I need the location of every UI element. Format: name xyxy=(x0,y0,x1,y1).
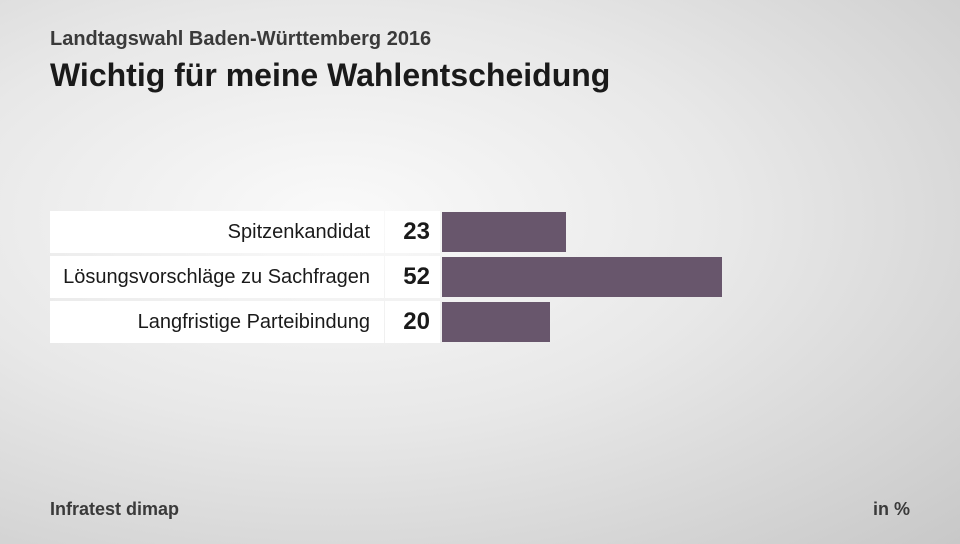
bar-label: Lösungsvorschläge zu Sachfragen xyxy=(50,256,384,298)
chart-subtitle: Landtagswahl Baden-Württemberg 2016 xyxy=(50,28,910,51)
bar-container xyxy=(442,256,722,298)
bar-row: Spitzenkandidat 23 xyxy=(50,210,722,254)
bar-value: 20 xyxy=(385,301,440,343)
bar-container xyxy=(442,211,566,253)
unit-label: in % xyxy=(873,499,910,520)
bar-value: 23 xyxy=(385,211,440,253)
bar-fill xyxy=(442,302,550,342)
bar-value: 52 xyxy=(385,256,440,298)
chart-title: Wichtig für meine Wahlentscheidung xyxy=(50,57,910,94)
bar-fill xyxy=(442,212,566,252)
bar-label: Spitzenkandidat xyxy=(50,211,384,253)
chart-footer: Infratest dimap in % xyxy=(50,499,910,520)
bar-row: Langfristige Parteibindung 20 xyxy=(50,300,722,344)
bar-container xyxy=(442,301,550,343)
bar-chart: Spitzenkandidat 23 Lösungsvorschläge zu … xyxy=(50,210,722,345)
bar-label: Langfristige Parteibindung xyxy=(50,301,384,343)
bar-row: Lösungsvorschläge zu Sachfragen 52 xyxy=(50,255,722,299)
source-label: Infratest dimap xyxy=(50,499,179,520)
bar-fill xyxy=(442,257,722,297)
chart-header: Landtagswahl Baden-Württemberg 2016 Wich… xyxy=(0,0,960,94)
